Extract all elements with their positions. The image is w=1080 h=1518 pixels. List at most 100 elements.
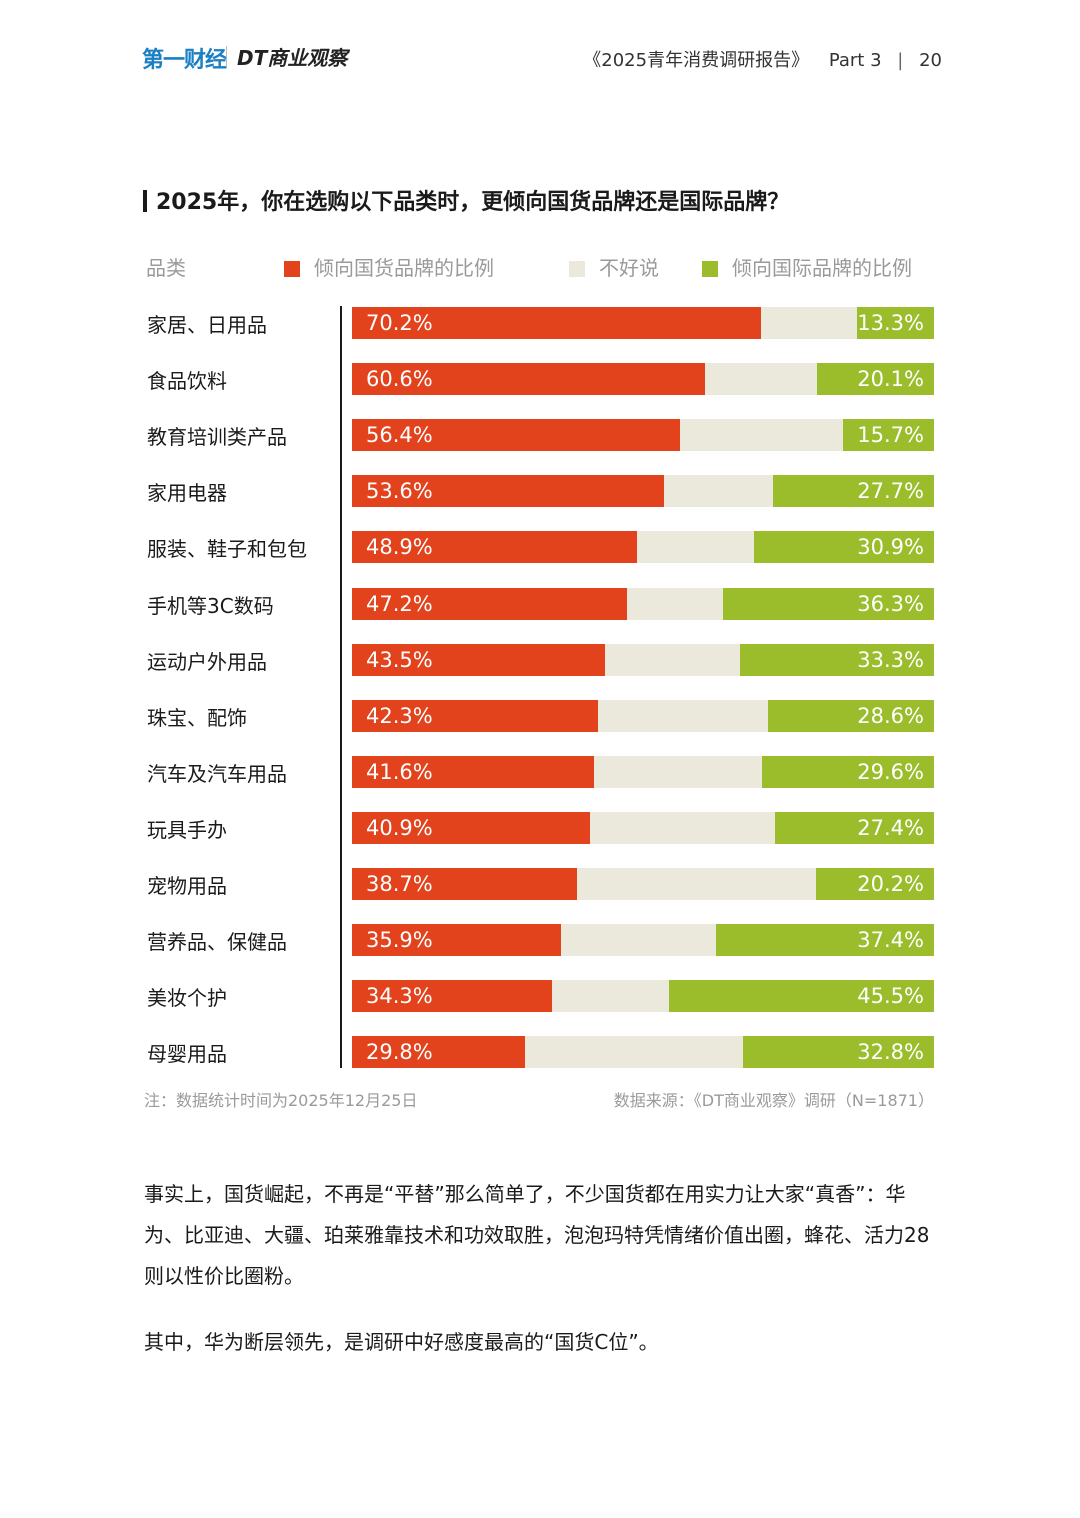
bar-international [740,644,934,676]
bar-domestic [352,644,606,676]
category-label: 食品饮料 [147,369,227,393]
yicai-logo: 第一财经 [142,48,227,73]
value-label-international: 29.6% [857,760,924,784]
bar-neutral [636,531,755,563]
value-label-international: 15.7% [857,423,924,447]
bar-domestic [352,363,705,395]
chart-note: 注：数据统计时间为2025年12月25日 [144,1091,418,1110]
bar-neutral [605,644,741,676]
category-label: 家居、日用品 [147,313,267,337]
value-label-domestic: 34.3% [366,984,433,1008]
body-paragraph-1: 事实上，国货崛起，不再是“平替”那么简单了，不少国货都在用实力让大家“真香”：华… [144,1182,930,1288]
bar-international [743,1036,934,1068]
value-label-international: 20.2% [857,872,924,896]
bar-international [856,307,934,339]
title-separator: | [897,50,904,71]
legend-label-domestic: 倾向国货品牌的比例 [314,256,494,280]
page-header: 第一财经 DT商业观察 《2025青年消费调研报告》 Part 3 | 20 [0,40,1080,74]
bar-international [817,363,934,395]
bar-domestic [352,475,664,507]
logo-divider [226,46,227,66]
bar-neutral [704,363,817,395]
value-label-domestic: 38.7% [366,872,433,896]
value-label-domestic: 70.2% [366,311,433,335]
report-title: 《2025青年消费调研报告》 Part 3 | 20 [583,46,942,72]
legend-swatch-domestic [284,261,300,277]
page-number: 20 [919,50,942,71]
bar-domestic [352,307,761,339]
legend-swatch-international [702,261,718,277]
value-label-international: 32.8% [857,1040,924,1064]
value-label-domestic: 60.6% [366,367,433,391]
value-label-domestic: 42.3% [366,704,433,728]
bar-international [767,700,934,732]
bar-neutral [626,588,723,620]
category-label: 美妆个护 [147,986,227,1010]
bar-international [754,531,934,563]
bar-neutral [590,812,775,844]
bar-international [774,812,934,844]
chart-axis-line [340,306,342,1068]
bar-international [842,419,934,451]
bar-international [761,756,934,788]
category-label: 珠宝、配饰 [147,706,247,730]
bar-domestic [352,812,591,844]
body-paragraph-2: 其中，华为断层领先，是调研中好感度最高的“国货C位”。 [144,1330,659,1354]
bar-neutral [525,1036,744,1068]
legend-domestic: 倾向国货品牌的比例 [284,252,494,281]
value-label-international: 45.5% [857,984,924,1008]
value-label-international: 20.1% [857,367,924,391]
bar-neutral [760,307,857,339]
chart-legend: 品类 倾向国货品牌的比例 不好说 倾向国际品牌的比例 [0,252,1080,281]
value-label-domestic: 56.4% [366,423,433,447]
legend-international: 倾向国际品牌的比例 [702,252,912,281]
legend-neutral: 不好说 [569,252,659,281]
category-label: 手机等3C数码 [147,594,274,618]
category-header: 品类 [146,256,186,280]
bar-international [772,475,934,507]
bar-domestic [352,1036,526,1068]
bar-domestic [352,700,599,732]
value-label-international: 27.7% [857,479,924,503]
category-label: 玩具手办 [147,818,227,842]
category-label: 家用电器 [147,481,227,505]
value-label-international: 37.4% [857,928,924,952]
bar-domestic [352,980,552,1012]
chart-title: 2025年，你在选购以下品类时，更倾向国货品牌还是国际品牌？ [156,190,790,215]
bar-neutral [551,980,670,1012]
category-label: 宠物用品 [147,874,227,898]
bar-domestic [352,868,578,900]
category-label: 教育培训类产品 [147,425,287,449]
bar-domestic [352,531,637,563]
value-label-international: 30.9% [857,535,924,559]
bar-domestic [352,756,595,788]
bar-domestic [352,588,627,620]
chart-title-marker [143,190,147,212]
value-label-domestic: 47.2% [366,592,433,616]
value-label-domestic: 43.5% [366,648,433,672]
bar-domestic [352,924,561,956]
value-label-domestic: 41.6% [366,760,433,784]
legend-label-international: 倾向国际品牌的比例 [732,256,912,280]
dt-logo: DT商业观察 [237,46,348,70]
legend-swatch-neutral [569,261,585,277]
value-label-international: 13.3% [857,311,924,335]
bar-neutral [594,756,762,788]
category-label: 汽车及汽车用品 [147,762,287,786]
bar-international [722,588,934,620]
category-label: 服装、鞋子和包包 [147,537,307,561]
bar-domestic [352,419,681,451]
value-label-international: 28.6% [857,704,924,728]
bar-neutral [598,700,768,732]
value-label-international: 33.3% [857,648,924,672]
bar-neutral [560,924,717,956]
bar-international [716,924,934,956]
value-label-domestic: 48.9% [366,535,433,559]
bar-neutral [663,475,773,507]
value-label-domestic: 53.6% [366,479,433,503]
part-label: Part 3 [828,50,882,71]
value-label-domestic: 29.8% [366,1040,433,1064]
bar-international [669,980,934,1012]
chart-source: 数据来源：《DT商业观察》调研（N=1871） [613,1091,934,1110]
legend-label-neutral: 不好说 [599,256,659,280]
